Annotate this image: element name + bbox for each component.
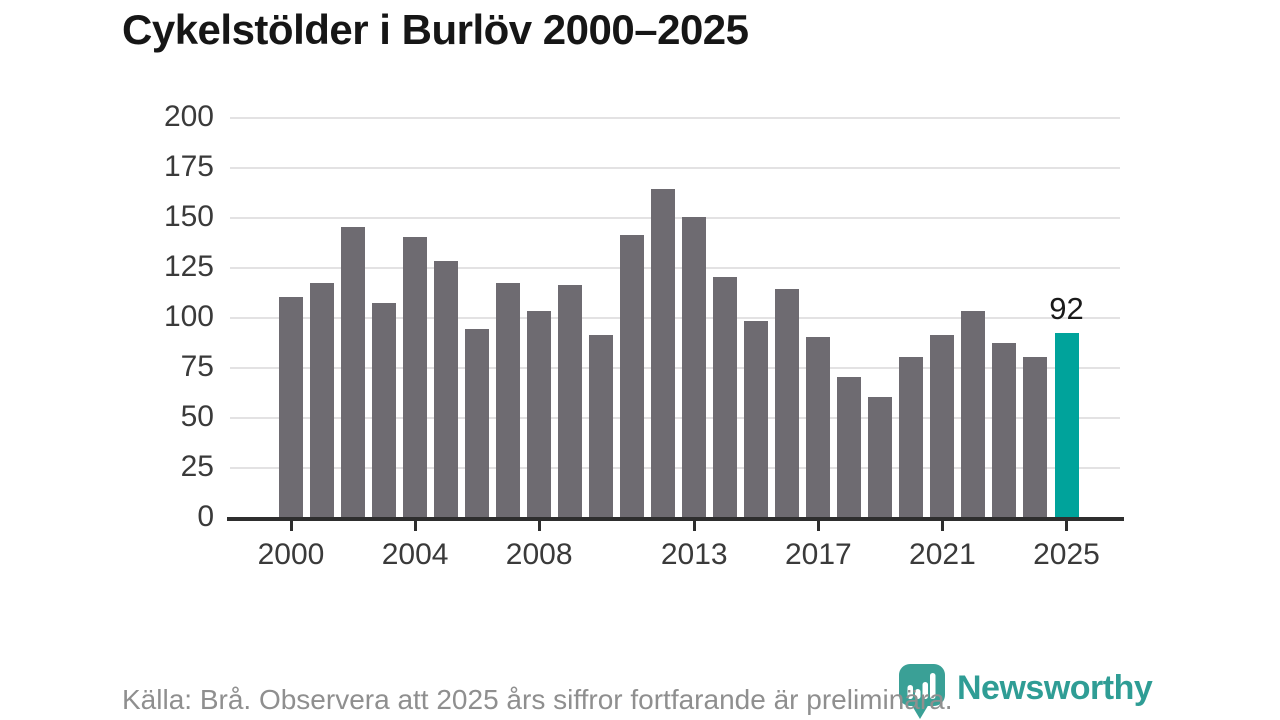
y-tick-label-125: 125 xyxy=(163,250,214,283)
x-tick-2017 xyxy=(816,521,820,531)
bar-2002 xyxy=(341,227,366,517)
x-tick-label-2000: 2000 xyxy=(257,538,325,571)
bar-2023 xyxy=(992,343,1017,517)
bar-2025 xyxy=(1054,333,1079,517)
x-tick-2013 xyxy=(692,521,696,531)
bar-2004 xyxy=(403,237,428,517)
y-tick-label-100: 100 xyxy=(163,300,214,333)
bar-2024 xyxy=(1023,357,1048,517)
bar-2008 xyxy=(527,311,552,517)
x-tick-2025 xyxy=(1065,521,1068,531)
chart-title: Cykelstölder i Burlöv 2000–2025 xyxy=(122,6,749,53)
highlight-value-label: 92 xyxy=(1049,291,1084,326)
y-tick-label-25: 25 xyxy=(180,450,214,483)
newsworthy-logo: Newsworthy xyxy=(895,662,1153,720)
y-tick-label-50: 50 xyxy=(180,400,214,433)
y-tick-label-200: 200 xyxy=(163,100,214,133)
x-tick-2008 xyxy=(537,521,541,531)
bar-2009 xyxy=(558,285,583,517)
source-note: Källa: Brå. Observera att 2025 års siffr… xyxy=(122,684,953,715)
bar-2012 xyxy=(651,189,676,517)
bar-2013 xyxy=(682,217,707,517)
bar-2016 xyxy=(775,289,800,517)
plot-area: 92 xyxy=(227,117,1124,521)
y-tick-label-0: 0 xyxy=(197,500,214,533)
x-tick-label-2017: 2017 xyxy=(784,538,852,571)
bar-chart-pin-icon xyxy=(899,664,945,719)
bar-2018 xyxy=(837,377,862,517)
bar-2020 xyxy=(899,357,924,517)
gridline-200 xyxy=(230,117,1120,119)
bar-2001 xyxy=(310,283,335,517)
bar-2019 xyxy=(868,397,893,517)
x-tick-label-2021: 2021 xyxy=(909,538,976,571)
x-tick-label-2013: 2013 xyxy=(660,538,728,571)
x-tick-2000 xyxy=(289,521,293,531)
x-tick-label-2004: 2004 xyxy=(381,538,449,571)
bar-2000 xyxy=(279,297,303,517)
logo-text: Newsworthy xyxy=(957,669,1153,707)
y-tick-label-150: 150 xyxy=(163,200,214,233)
bar-2011 xyxy=(620,235,645,517)
x-tick-2004 xyxy=(413,521,417,531)
bar-2022 xyxy=(961,311,986,517)
gridline-175 xyxy=(230,167,1120,169)
bar-2006 xyxy=(465,329,490,517)
bar-2017 xyxy=(806,337,831,517)
y-tick-label-175: 175 xyxy=(163,150,214,183)
y-tick-label-75: 75 xyxy=(180,350,214,383)
x-axis-line xyxy=(227,517,1124,521)
bar-2003 xyxy=(372,303,397,517)
bar-2010 xyxy=(589,335,614,517)
x-tick-label-2025: 2025 xyxy=(1033,538,1100,571)
bar-2005 xyxy=(434,261,459,517)
x-tick-2021 xyxy=(940,521,944,531)
bar-2021 xyxy=(930,335,955,517)
bar-2007 xyxy=(496,283,521,517)
bar-2014 xyxy=(713,277,738,517)
x-tick-label-2008: 2008 xyxy=(505,538,573,571)
bar-2015 xyxy=(744,321,769,517)
